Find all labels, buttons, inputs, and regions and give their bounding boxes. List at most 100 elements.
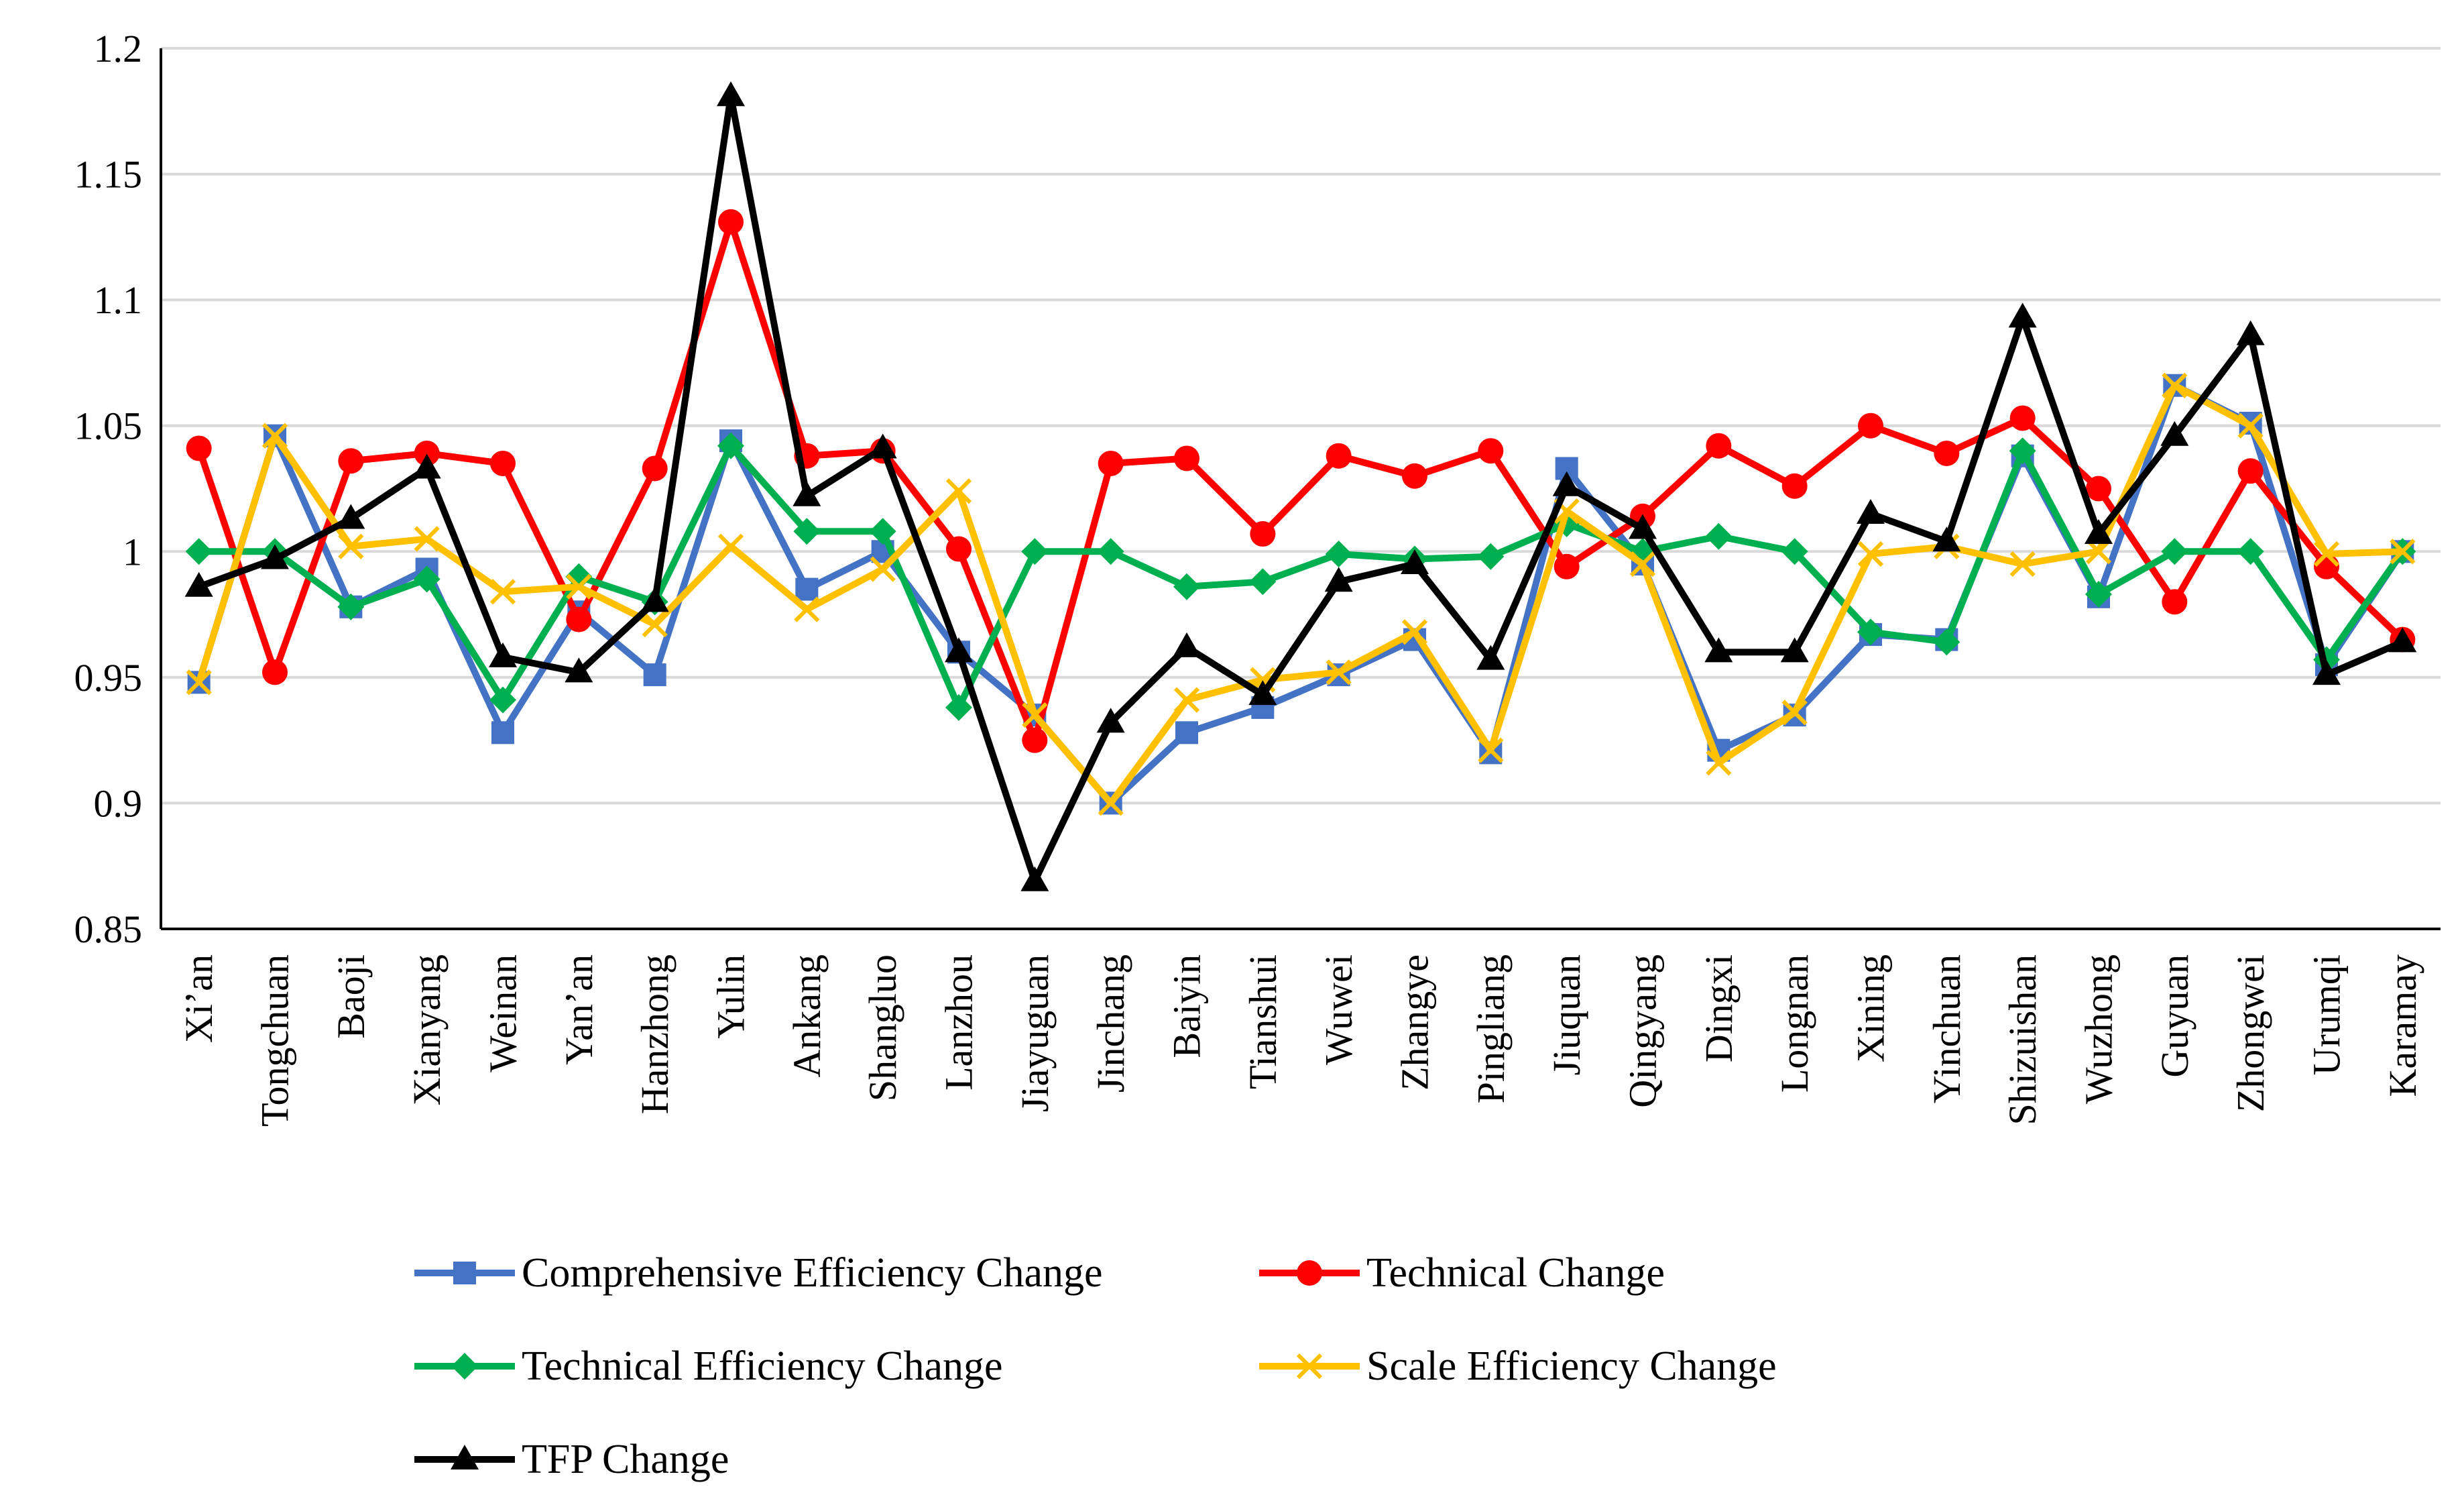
data-point [1553, 553, 1580, 579]
data-point [2086, 476, 2111, 502]
data-point [642, 611, 668, 638]
data-point [2009, 437, 2036, 465]
data-point [1173, 687, 1200, 713]
legend-item: Scale Efficiency Change [1259, 1343, 1777, 1389]
x-category-label: Zhangye [1393, 954, 1437, 1091]
x-category-label: Yan’an [557, 954, 601, 1065]
data-point [718, 209, 744, 235]
data-point [261, 544, 289, 569]
data-point [869, 518, 896, 545]
y-tick-label: 1.15 [74, 153, 143, 197]
series-comprehensive-efficiency-change [187, 374, 2414, 815]
x-category-label: Jiuquan [1545, 954, 1588, 1075]
data-point [2313, 541, 2340, 567]
y-tick-label: 0.85 [74, 907, 143, 951]
data-point [2162, 589, 2188, 615]
data-point [643, 663, 666, 687]
data-point [2160, 421, 2189, 446]
x-category-label: Lanzhou [937, 954, 981, 1091]
legend-swatch-marker [451, 1445, 479, 1469]
data-point [1173, 632, 1201, 657]
data-point [1932, 526, 1961, 552]
data-point [1022, 702, 1048, 728]
data-point [1552, 471, 1581, 496]
series-line [197, 93, 2404, 885]
legend-item: Technical Change [1259, 1250, 1665, 1296]
data-point [1174, 445, 1199, 471]
legend-label: Comprehensive Efficiency Change [522, 1250, 1103, 1296]
data-point [1022, 727, 1048, 753]
data-point [1780, 637, 1809, 663]
data-point [717, 432, 744, 459]
x-category-label: Jiayuguan [1013, 954, 1057, 1112]
data-point [261, 423, 288, 449]
data-point [1250, 521, 1276, 547]
data-point [640, 587, 669, 612]
data-point [2236, 320, 2265, 345]
legend-swatch-marker [451, 1353, 478, 1380]
data-point [2388, 627, 2417, 653]
series-lines [184, 81, 2417, 891]
x-category-label: Weinan [481, 954, 525, 1072]
legend-swatch-marker [1297, 1260, 1322, 1286]
data-point [565, 657, 593, 683]
y-tick-label: 1 [123, 530, 142, 573]
data-point [2161, 538, 2188, 565]
series-line [195, 382, 2403, 807]
data-point [1249, 568, 1277, 596]
data-point [489, 642, 517, 667]
data-point [1096, 708, 1125, 733]
series-line [198, 442, 2406, 711]
data-point [338, 533, 364, 559]
data-point [2314, 553, 2339, 579]
data-point [868, 433, 897, 459]
legend-item: Technical Efficiency Change [414, 1343, 1003, 1389]
data-point [489, 579, 516, 605]
data-point [337, 504, 365, 529]
data-point [795, 577, 819, 601]
data-point [2237, 538, 2264, 565]
data-point [2085, 519, 2113, 545]
x-category-label: Tongchuan [253, 954, 297, 1127]
data-point [566, 573, 592, 600]
data-point [642, 455, 668, 482]
data-point [946, 536, 972, 562]
x-category-label: Jinchang [1089, 954, 1132, 1093]
data-point [1781, 473, 1808, 499]
data-point [1705, 522, 1733, 550]
data-point [1173, 573, 1200, 600]
data-point [489, 686, 516, 714]
y-axis: 0.85 0.9 0.95 1 1.05 1.1 1.15 1.2 [74, 27, 162, 951]
data-point [1326, 443, 1352, 469]
data-point [1097, 538, 1124, 565]
x-category-label: Baiyin [1165, 954, 1209, 1058]
data-point [2162, 372, 2188, 398]
legend-label: Technical Change [1366, 1250, 1665, 1296]
data-point [1477, 543, 1505, 570]
data-point [338, 448, 364, 474]
data-point [1478, 737, 1504, 763]
data-point [262, 659, 288, 685]
data-point [1704, 637, 1733, 663]
data-point [2008, 302, 2037, 328]
data-point [1934, 440, 1960, 466]
x-category-label: Shizuishan [2001, 954, 2044, 1125]
x-category-label: Shangluo [861, 954, 904, 1101]
data-point [1401, 619, 1428, 645]
data-point [1020, 866, 1049, 891]
x-category-label: Hanzhong [633, 954, 677, 1114]
data-point [1478, 438, 1504, 464]
data-point [184, 571, 213, 597]
data-point [1781, 700, 1808, 726]
legend-label: Technical Efficiency Change [522, 1343, 1003, 1389]
data-point [1629, 514, 1657, 539]
data-point [1326, 659, 1352, 685]
data-point [1857, 618, 1884, 646]
x-category-label: Wuzhong [2077, 954, 2121, 1104]
data-point [1706, 750, 1732, 776]
data-point [490, 450, 516, 476]
data-point [1857, 499, 1885, 524]
data-point [337, 593, 365, 620]
y-tick-label: 1.1 [94, 278, 143, 322]
